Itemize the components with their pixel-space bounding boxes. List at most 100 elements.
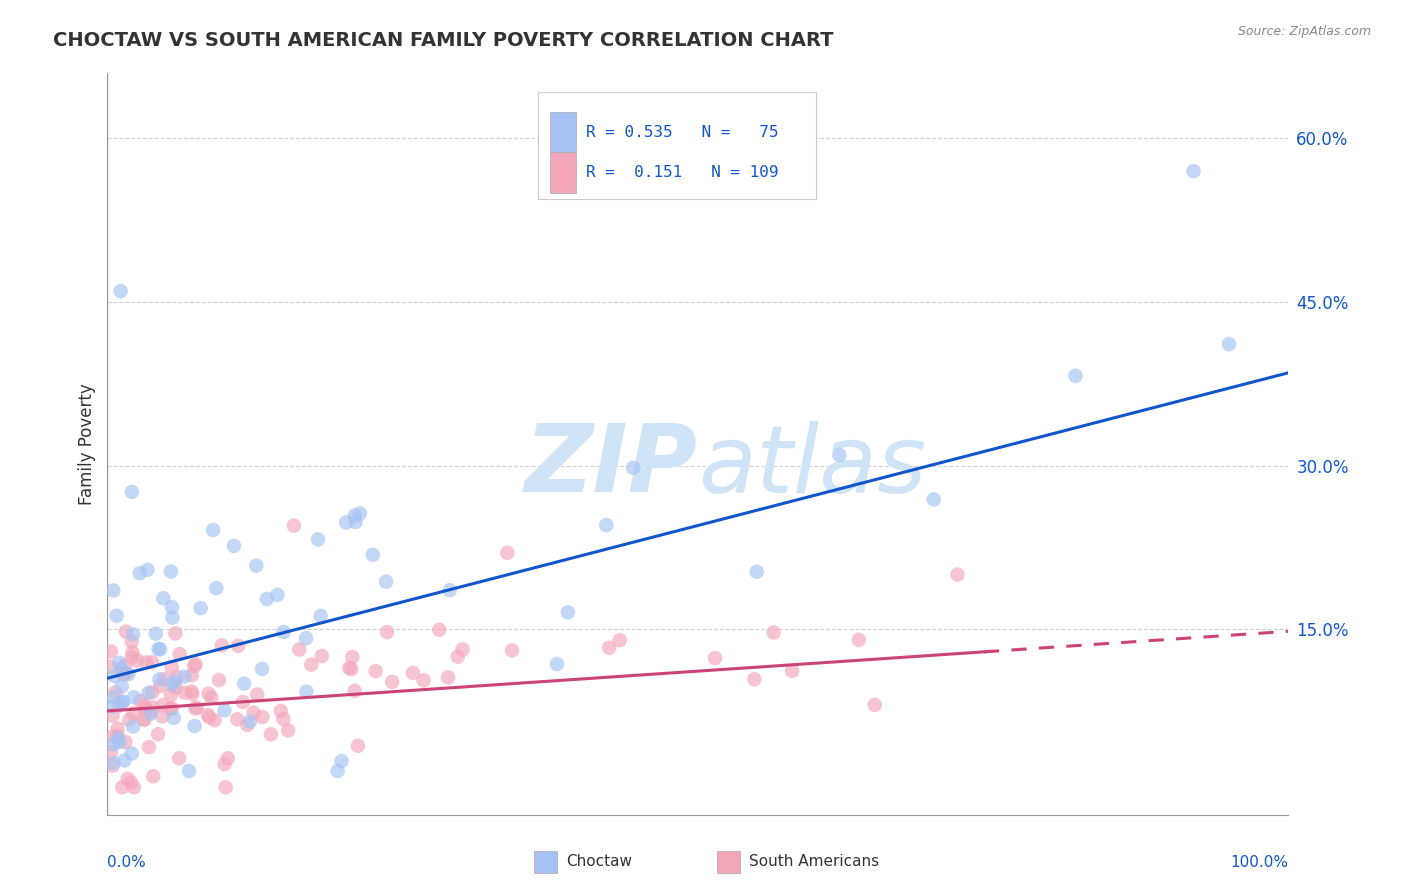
Point bbox=[311, 648, 333, 663]
Point bbox=[111, 679, 134, 693]
Point bbox=[173, 670, 195, 684]
Point bbox=[108, 735, 131, 749]
Point bbox=[340, 662, 363, 676]
Text: South Americans: South Americans bbox=[749, 855, 880, 869]
Point bbox=[134, 702, 156, 716]
Point bbox=[214, 703, 236, 717]
Point bbox=[214, 757, 236, 772]
Point bbox=[437, 670, 460, 684]
Point bbox=[744, 673, 766, 687]
Point bbox=[165, 681, 187, 695]
Point bbox=[163, 674, 186, 689]
Point bbox=[103, 699, 125, 714]
Point bbox=[402, 665, 425, 680]
Text: CHOCTAW VS SOUTH AMERICAN FAMILY POVERTY CORRELATION CHART: CHOCTAW VS SOUTH AMERICAN FAMILY POVERTY… bbox=[53, 31, 834, 50]
Text: atlas: atlas bbox=[697, 420, 927, 511]
Point bbox=[115, 624, 138, 639]
Point bbox=[557, 606, 579, 620]
Point bbox=[103, 690, 125, 705]
Point bbox=[128, 566, 150, 581]
Point bbox=[138, 740, 160, 755]
Point bbox=[307, 533, 329, 547]
Point bbox=[142, 700, 165, 714]
Point bbox=[114, 658, 136, 673]
Point bbox=[108, 656, 131, 670]
Point bbox=[233, 676, 256, 690]
Point bbox=[149, 642, 172, 657]
Point bbox=[245, 558, 267, 573]
Point bbox=[177, 764, 200, 778]
Point bbox=[120, 775, 142, 789]
Point bbox=[101, 708, 124, 723]
Text: R =  0.151   N = 109: R = 0.151 N = 109 bbox=[585, 165, 778, 179]
Point bbox=[211, 639, 233, 653]
Point bbox=[501, 643, 523, 657]
Point bbox=[208, 673, 231, 687]
Point bbox=[186, 700, 208, 714]
Point bbox=[160, 600, 183, 615]
Point bbox=[239, 714, 262, 729]
Point bbox=[1064, 368, 1087, 383]
Point bbox=[100, 644, 122, 658]
Point bbox=[260, 727, 283, 741]
Point bbox=[125, 654, 148, 668]
Point bbox=[101, 758, 124, 772]
Point bbox=[273, 625, 295, 640]
Point bbox=[115, 665, 138, 680]
Point bbox=[152, 698, 174, 712]
Point bbox=[780, 664, 803, 678]
Point bbox=[118, 713, 141, 727]
Point bbox=[427, 623, 450, 637]
Point bbox=[160, 701, 183, 715]
Point bbox=[122, 690, 145, 705]
Point bbox=[121, 484, 143, 499]
Point bbox=[288, 642, 311, 657]
Point bbox=[922, 492, 945, 507]
Point bbox=[104, 685, 127, 699]
Point bbox=[198, 710, 221, 724]
Point bbox=[112, 667, 135, 681]
Point bbox=[107, 722, 129, 736]
Point bbox=[132, 712, 155, 726]
Point bbox=[299, 657, 322, 672]
Point bbox=[295, 684, 318, 698]
Point bbox=[277, 723, 299, 738]
Point bbox=[121, 634, 143, 648]
Point bbox=[204, 713, 226, 727]
Text: 100.0%: 100.0% bbox=[1230, 855, 1288, 871]
Point bbox=[197, 687, 219, 701]
Point bbox=[595, 518, 617, 533]
Point bbox=[375, 625, 398, 640]
Point bbox=[167, 751, 190, 765]
Point bbox=[162, 610, 184, 624]
Point bbox=[112, 754, 135, 768]
Point bbox=[242, 706, 264, 720]
Point bbox=[202, 523, 225, 537]
Point bbox=[439, 583, 461, 598]
Point bbox=[337, 661, 360, 675]
Point bbox=[169, 647, 191, 661]
Point bbox=[381, 674, 404, 689]
Point bbox=[180, 668, 202, 682]
Point bbox=[180, 684, 202, 698]
Point bbox=[134, 698, 156, 713]
Point bbox=[101, 730, 124, 744]
Point bbox=[100, 659, 122, 673]
Point bbox=[361, 548, 384, 562]
Point bbox=[103, 583, 125, 598]
Point bbox=[946, 567, 969, 582]
Point bbox=[200, 690, 222, 705]
Point bbox=[122, 780, 145, 795]
Point bbox=[546, 657, 568, 671]
Text: Source: ZipAtlas.com: Source: ZipAtlas.com bbox=[1237, 25, 1371, 38]
Point bbox=[270, 704, 292, 718]
Point bbox=[295, 632, 318, 646]
Point bbox=[122, 706, 145, 721]
Point bbox=[145, 626, 167, 640]
Point bbox=[364, 664, 387, 678]
Point bbox=[217, 751, 239, 765]
Point bbox=[121, 645, 143, 659]
Point bbox=[222, 539, 245, 553]
Point bbox=[343, 684, 366, 698]
Point bbox=[226, 639, 249, 653]
